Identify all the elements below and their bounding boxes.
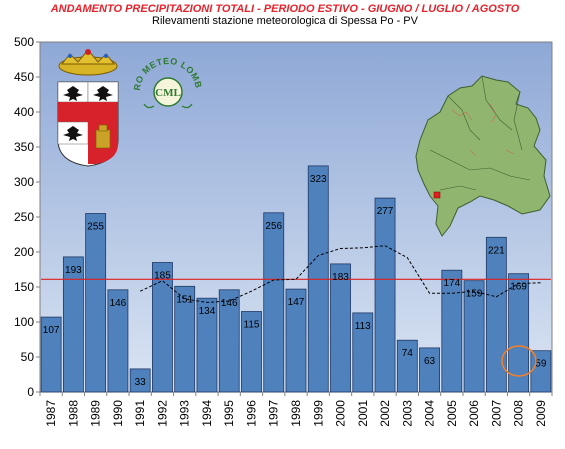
y-tick-label: 300 xyxy=(14,175,34,189)
y-tick-label: 0 xyxy=(27,385,34,399)
data-label-1987: 107 xyxy=(43,325,60,336)
data-label-1992: 185 xyxy=(154,271,171,282)
y-tick-label: 400 xyxy=(14,105,34,119)
bar-1998 xyxy=(285,288,307,393)
data-label-1990: 146 xyxy=(110,298,127,309)
x-tick-label: 1995 xyxy=(222,400,236,427)
data-label-1989: 255 xyxy=(87,222,104,233)
bar-1987 xyxy=(40,316,62,393)
y-tick-label: 500 xyxy=(14,35,34,49)
x-tick-label: 1996 xyxy=(244,400,258,427)
data-label-2001: 113 xyxy=(355,321,371,332)
x-axis: 1987 1988 1989 1990 1991 1992 1993 1994 1995 1996… xyxy=(39,392,553,427)
data-label-2005: 174 xyxy=(443,278,460,289)
bar-2004 xyxy=(419,347,440,393)
data-label-2007: 221 xyxy=(488,245,505,256)
data-label-2008: 169 xyxy=(510,282,527,293)
bar-2008 xyxy=(508,273,530,393)
data-label-2009: 59 xyxy=(535,359,547,370)
bar-1990 xyxy=(107,289,129,393)
chart-subtitle: Rilevamenti stazione meteorologica di Sp… xyxy=(152,15,419,27)
chart-title: ANDAMENTO PRECIPITAZIONI TOTALI - PERIOD… xyxy=(50,3,520,15)
x-tick-label: 2008 xyxy=(512,400,526,427)
x-tick-label: 1992 xyxy=(155,400,169,427)
x-tick-label: 1994 xyxy=(200,400,214,427)
x-tick-label: 2007 xyxy=(489,400,503,427)
data-label-1993: 151 xyxy=(176,294,193,305)
y-tick-label: 200 xyxy=(14,245,34,259)
bar-1995 xyxy=(218,289,240,393)
bar-1997 xyxy=(263,212,285,393)
bar-2006 xyxy=(463,280,485,393)
x-tick-label: 1997 xyxy=(267,400,281,427)
y-tick-label: 150 xyxy=(14,280,34,294)
data-label-1996: 115 xyxy=(244,320,260,331)
data-label-2006: 159 xyxy=(466,289,483,300)
y-tick-label: 350 xyxy=(14,140,34,154)
x-tick-label: 1987 xyxy=(44,400,58,427)
x-tick-label: 1988 xyxy=(66,400,80,427)
data-label-2004: 63 xyxy=(424,356,436,367)
bar-1992 xyxy=(152,262,173,393)
bar-1993 xyxy=(174,285,196,393)
y-tick-label: 50 xyxy=(21,350,35,364)
x-tick-label: 1991 xyxy=(133,400,147,427)
data-label-2000: 183 xyxy=(332,272,349,283)
x-tick-label: 1999 xyxy=(311,400,325,427)
x-tick-label: 1989 xyxy=(89,400,103,427)
bar-1991 xyxy=(129,368,151,393)
data-label-1998: 147 xyxy=(288,297,305,308)
bar-1988 xyxy=(62,256,84,393)
data-label-1999: 323 xyxy=(310,174,327,185)
y-tick-label: 100 xyxy=(14,315,34,329)
x-tick-label: 2003 xyxy=(400,400,414,427)
x-tick-label: 1998 xyxy=(289,400,303,427)
y-tick-label: 450 xyxy=(14,70,34,84)
bar-2001 xyxy=(352,312,374,393)
bar-2002 xyxy=(374,197,396,393)
data-label-1994: 134 xyxy=(199,306,216,317)
bars-group xyxy=(40,165,552,393)
x-tick-label: 1993 xyxy=(178,400,192,427)
x-tick-label: 2006 xyxy=(467,400,481,427)
bar-1994 xyxy=(196,297,218,393)
y-tick-label: 250 xyxy=(14,210,34,224)
highlight-2009-circle xyxy=(501,345,537,377)
x-tick-label: 2009 xyxy=(534,400,548,427)
bar-2005 xyxy=(441,269,463,393)
bar-2000 xyxy=(330,263,351,393)
x-tick-label: 2005 xyxy=(445,400,459,427)
x-tick-label: 2001 xyxy=(356,400,370,427)
data-label-1995: 146 xyxy=(221,298,238,309)
bar-2003 xyxy=(396,339,418,393)
x-tick-label: 1990 xyxy=(111,400,125,427)
bar-1989 xyxy=(85,213,107,393)
spessa-po-marker xyxy=(433,191,441,199)
data-label-1988: 193 xyxy=(65,265,82,276)
lombardy-map xyxy=(415,75,551,237)
bar-2009 xyxy=(530,350,552,393)
data-label-2002: 277 xyxy=(377,206,394,217)
data-label-1997: 256 xyxy=(265,221,282,232)
x-tick-label: 2004 xyxy=(423,400,437,427)
cml-monogram: CML xyxy=(155,87,181,99)
pavia-coat-of-arms-logo xyxy=(57,49,119,167)
bar-2007 xyxy=(485,236,507,393)
x-tick-label: 2002 xyxy=(378,400,392,427)
data-label-1991: 33 xyxy=(135,377,147,388)
x-tick-label: 2000 xyxy=(334,400,348,427)
data-labels-group: 107 193 255 146 33 185 151 134 146 115 256 147 323 18… xyxy=(43,174,547,388)
y-axis: 0 50 100 150 200 250 300 350 400 450 500 xyxy=(14,35,40,399)
moving-average-group xyxy=(139,245,541,303)
moving-average-line xyxy=(139,245,541,303)
bar-1996 xyxy=(241,311,262,393)
data-label-2003: 74 xyxy=(402,348,414,359)
